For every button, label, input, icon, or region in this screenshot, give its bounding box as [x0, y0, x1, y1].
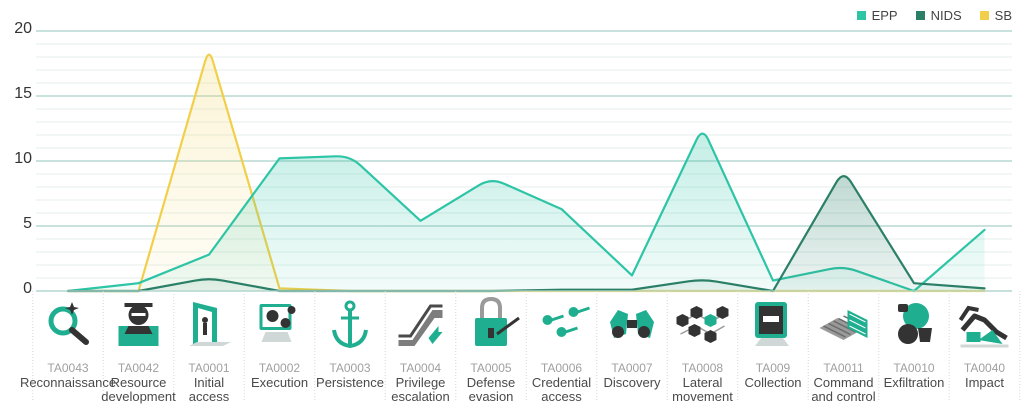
y-axis: 0 5 10 15 20 [14, 20, 32, 297]
hacker-icon [118, 303, 159, 346]
legend-item-sb[interactable]: SB [979, 8, 1012, 23]
y-tick-label: 20 [14, 20, 32, 37]
tactic-name-label: Reconnaissance [20, 375, 116, 390]
tactic-code-label: TA0006 [541, 361, 582, 375]
tactic-name-label: escalation [391, 389, 450, 404]
escalator-icon [398, 304, 443, 346]
data-point-nids[interactable] [698, 274, 708, 284]
padlock-icon [475, 296, 520, 346]
tactic-code-label: TA0003 [329, 361, 370, 375]
tactic-name-label: development [101, 389, 176, 404]
tactic-name-label: Execution [251, 375, 308, 390]
keys-icon [542, 306, 590, 337]
tactic-code-label: TA0043 [47, 361, 88, 375]
tactic-name-label: Impact [965, 375, 1004, 390]
data-point-epp[interactable] [980, 225, 990, 235]
data-point-epp[interactable] [557, 204, 567, 214]
legend-swatch-epp [856, 11, 866, 20]
tactic-code-label: TA0008 [682, 361, 723, 375]
data-point-nids[interactable] [839, 165, 849, 175]
y-tick-label: 10 [14, 150, 32, 167]
door-icon [189, 302, 231, 346]
y-tick-label: 15 [14, 85, 32, 102]
tactic-name-label: movement [672, 389, 733, 404]
data-point-epp[interactable] [345, 151, 355, 161]
legend-swatch-nids [915, 11, 925, 20]
data-point-nids[interactable] [204, 273, 214, 283]
data-point-epp[interactable] [204, 250, 214, 260]
legend-swatch-sb [979, 11, 989, 20]
tactic-code-label: TA0011 [823, 361, 864, 375]
tactic-code-label: TA0042 [118, 361, 159, 375]
tactic-name-label: Command [814, 375, 874, 390]
network-cubes-icon [676, 306, 729, 343]
data-point-epp[interactable] [486, 173, 496, 183]
legend-label-nids: NIDS [930, 8, 962, 23]
tactic-code-label: TA009 [756, 361, 791, 375]
tactic-code-label: TA0010 [893, 361, 934, 375]
tactic-code-label: TA0005 [470, 361, 511, 375]
legend: EPP NIDS SB [856, 8, 1012, 23]
y-tick-label: 5 [23, 215, 32, 232]
magnifier-icon [48, 302, 89, 345]
data-point-epp[interactable] [627, 270, 637, 280]
chart-down-icon [958, 305, 1009, 348]
data-point-epp[interactable] [416, 216, 426, 226]
series-area-sb [68, 54, 985, 291]
tactic-name-label: Initial [194, 375, 224, 390]
tactic-code-label: TA0002 [259, 361, 300, 375]
data-point-nids[interactable] [909, 278, 919, 288]
y-tick-label: 0 [23, 280, 32, 297]
tactic-name-label: Exfiltration [884, 375, 945, 390]
tactic-name-label: Persistence [316, 375, 384, 390]
data-point-nids[interactable] [557, 285, 567, 295]
tactic-name-label: Discovery [603, 375, 661, 390]
series-layer [66, 43, 990, 295]
data-point-nids[interactable] [980, 283, 990, 293]
tactic-name-label: Credential [532, 375, 591, 390]
anchor-icon [332, 300, 368, 349]
tactic-code-label: TA0001 [188, 361, 229, 375]
tactic-code-label: TA0040 [964, 361, 1005, 375]
tactic-code-label: TA0004 [400, 361, 441, 375]
tactic-name-label: and control [811, 389, 875, 404]
server-icon [819, 310, 868, 340]
legend-item-epp[interactable]: EPP [856, 8, 898, 23]
tactic-name-label: Lateral [683, 375, 723, 390]
data-point-epp[interactable] [275, 153, 285, 163]
tactic-name-label: Defense [467, 375, 515, 390]
monitor-icon [755, 302, 789, 346]
data-point-nids[interactable] [627, 285, 637, 295]
series-area-nids [68, 176, 985, 291]
legend-item-nids[interactable]: NIDS [915, 8, 962, 23]
binoculars-icon [610, 310, 654, 338]
tactic-name-label: evasion [469, 389, 514, 404]
data-point-epp[interactable] [698, 122, 708, 132]
tactic-name-label: access [189, 389, 230, 404]
tactic-name-label: Collection [744, 375, 801, 390]
series-line-nids [66, 175, 986, 293]
thief-icon [898, 303, 932, 344]
data-point-sb[interactable] [204, 43, 214, 53]
tactic-code-label: TA0007 [611, 361, 652, 375]
tactic-name-label: access [541, 389, 582, 404]
legend-label-sb: SB [994, 8, 1012, 23]
series-area-epp [68, 133, 985, 291]
legend-label-epp: EPP [871, 8, 898, 23]
tactic-name-label: Resource [111, 375, 167, 390]
gears-monitor-icon [259, 304, 296, 342]
x-axis: TA0043ReconnaissanceTA0042Resourcedevelo… [20, 290, 1021, 404]
series-nids [66, 165, 990, 295]
tactic-name-label: Privilege [396, 375, 446, 390]
